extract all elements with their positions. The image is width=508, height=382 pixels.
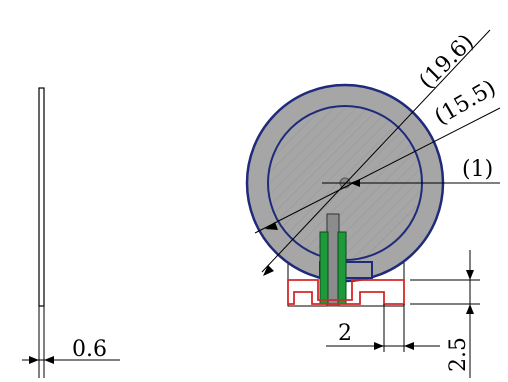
side-view: 0.6 (22, 87, 120, 378)
width-arrow-left (374, 342, 384, 350)
arrow-right (44, 356, 54, 364)
height-arrow-top (466, 270, 474, 280)
outer-diameter-label: (19.6) (415, 30, 479, 94)
terminal-contact-right (337, 231, 347, 305)
outer-diameter-arrow (263, 265, 274, 276)
height-label: 2.5 (446, 337, 471, 372)
inner-diameter-leader (254, 107, 501, 234)
inner-diameter-arrow (265, 222, 278, 230)
width-label: 2 (338, 321, 352, 346)
terminal-contact-left (319, 231, 329, 305)
thickness-label: 0.6 (72, 337, 107, 362)
outer-diameter-leader (261, 29, 491, 273)
terminal-shaft (326, 213, 340, 307)
plate-side-profile (38, 87, 45, 307)
front-view: (19.6) (15.5) (1) 2 2.5 (245, 29, 501, 378)
width-arrow-right (404, 342, 414, 350)
socket-outline (287, 279, 405, 305)
center-hole-arrow (350, 179, 360, 187)
height-arrow-bottom (466, 304, 474, 314)
arrow-left (29, 356, 39, 364)
center-hole-label: (1) (462, 157, 493, 182)
